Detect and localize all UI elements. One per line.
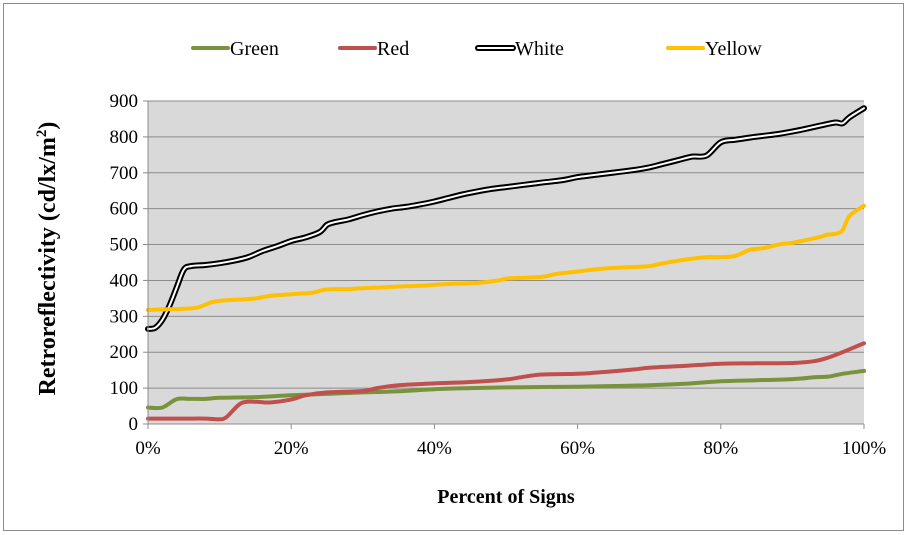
y-axis-title-superscript: 2	[34, 130, 50, 138]
x-tick-label-0: 0%	[135, 438, 161, 459]
y-axis-title: Retroreflectivity (cd/lx/m2)	[34, 122, 61, 396]
series-green	[146, 368, 866, 411]
series-yellow-line	[146, 203, 866, 312]
y-tick-label-600: 600	[110, 199, 139, 220]
x-axis-title: Percent of Signs	[437, 486, 575, 508]
y-tick-label-700: 700	[110, 163, 139, 184]
series-green-line	[146, 368, 866, 411]
legend-item-red: Red	[338, 38, 409, 60]
y-tick-label-800: 800	[110, 127, 139, 148]
y-tick-label-300: 300	[110, 306, 139, 327]
legend-item-yellow: Yellow	[666, 38, 762, 60]
y-tick-label-200: 200	[110, 342, 139, 363]
x-tick-label-60: 60%	[560, 438, 595, 459]
y-tick-label-900: 900	[110, 91, 139, 112]
y-tick-label-100: 100	[110, 378, 139, 399]
series-red-line	[146, 341, 866, 422]
y-axis-title-tail: )	[35, 122, 61, 130]
legend-label-yellow: Yellow	[705, 38, 762, 60]
legend-label-white: White	[515, 38, 564, 60]
y-tick-labels: 0 100 200 300 400 500 600 700 800 900	[110, 91, 139, 435]
series-yellow	[146, 203, 866, 312]
x-tick-label-80: 80%	[703, 438, 738, 459]
legend: Green Red White Yellow	[191, 38, 762, 60]
legend-label-green: Green	[230, 38, 279, 60]
series-lines	[145, 105, 867, 422]
x-tick-label-20: 20%	[274, 438, 309, 459]
series-white	[145, 105, 867, 332]
gridlines	[148, 100, 864, 389]
y-axis-title-main: Retroreflectivity (cd/lx/m	[35, 137, 61, 395]
series-white-line	[147, 107, 865, 330]
x-tick-labels: 0% 20% 40% 60% 80% 100%	[135, 438, 886, 459]
legend-label-red: Red	[377, 38, 409, 60]
x-tick-label-100: 100%	[842, 438, 887, 459]
y-tick-label-400: 400	[110, 270, 139, 291]
x-tick-label-40: 40%	[417, 438, 452, 459]
plot-area	[148, 101, 864, 424]
axes	[143, 100, 865, 429]
y-tick-label-500: 500	[110, 235, 139, 256]
legend-item-green: Green	[191, 38, 279, 60]
y-tick-label-0: 0	[129, 414, 139, 435]
legend-item-white: White	[475, 38, 564, 60]
series-red	[146, 341, 866, 422]
